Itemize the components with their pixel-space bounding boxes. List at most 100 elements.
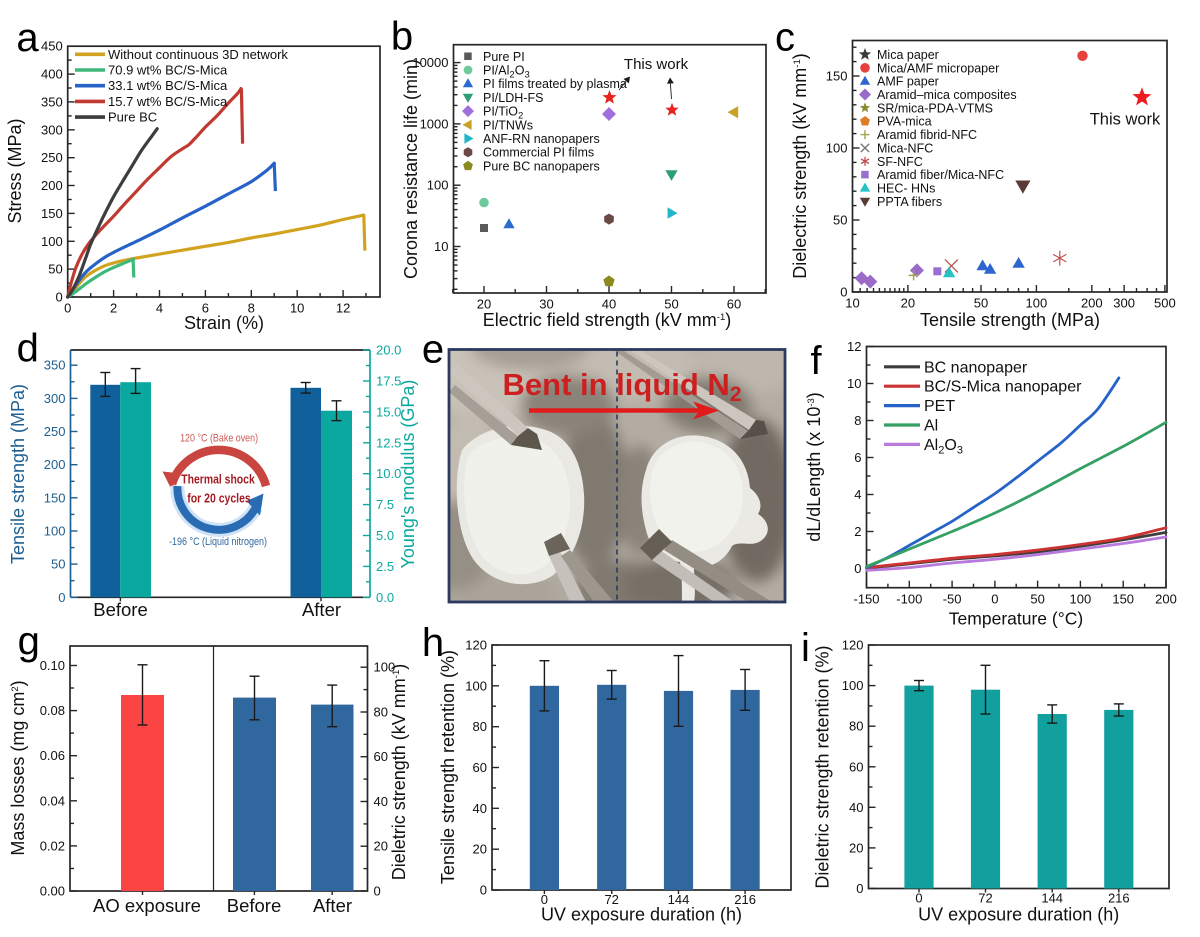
svg-text:72: 72: [604, 892, 618, 907]
svg-text:200: 200: [1081, 296, 1103, 311]
svg-text:f: f: [810, 339, 822, 383]
svg-text:200: 200: [1155, 592, 1177, 607]
svg-text:0: 0: [991, 592, 998, 607]
svg-text:0: 0: [374, 884, 381, 899]
svg-text:UV exposure duration (h): UV exposure duration (h): [918, 905, 1119, 925]
svg-text:500: 500: [1154, 296, 1176, 311]
svg-text:2: 2: [110, 301, 117, 316]
svg-text:AMF paper: AMF paper: [877, 75, 939, 89]
svg-text:400: 400: [41, 67, 63, 82]
svg-text:Commercial PI films: Commercial PI films: [483, 146, 594, 160]
svg-text:-150: -150: [853, 592, 879, 607]
svg-text:10: 10: [847, 376, 861, 391]
svg-text:144: 144: [1041, 891, 1063, 906]
svg-text:0.06: 0.06: [40, 748, 65, 763]
svg-text:AO exposure: AO exposure: [93, 895, 201, 916]
svg-text:0.08: 0.08: [40, 703, 65, 718]
svg-text:60: 60: [727, 297, 741, 312]
svg-text:216: 216: [1108, 891, 1130, 906]
svg-text:Mass losses (mg cm2): Mass losses (mg cm2): [8, 680, 28, 855]
svg-text:Mica-NFC: Mica-NFC: [877, 141, 933, 155]
svg-text:40: 40: [374, 794, 388, 809]
svg-text:100: 100: [826, 141, 848, 156]
svg-text:0.04: 0.04: [40, 793, 65, 808]
svg-text:Corona resistance life (min): Corona resistance life (min): [401, 59, 421, 279]
svg-text:100: 100: [842, 678, 864, 693]
svg-text:20: 20: [849, 840, 863, 855]
svg-text:Thermal shock: Thermal shock: [181, 473, 255, 487]
svg-text:BC/S-Mica nanopaper: BC/S-Mica nanopaper: [924, 379, 1082, 396]
svg-text:70.9 wt% BC/S-Mica: 70.9 wt% BC/S-Mica: [108, 63, 228, 78]
svg-text:After: After: [302, 599, 341, 620]
svg-text:PI/TiO2: PI/TiO2: [483, 105, 523, 122]
svg-text:50: 50: [1030, 592, 1044, 607]
svg-text:1000: 1000: [420, 116, 449, 131]
svg-text:60: 60: [473, 760, 487, 775]
svg-text:100: 100: [44, 524, 66, 539]
svg-text:-50: -50: [943, 592, 962, 607]
svg-text:for 20 cycles: for 20 cycles: [187, 492, 251, 506]
svg-text:100: 100: [1070, 592, 1092, 607]
svg-text:350: 350: [44, 358, 66, 373]
svg-text:Bent in liquid N2: Bent in liquid N2: [503, 367, 742, 406]
svg-text:12.5: 12.5: [376, 435, 401, 450]
svg-text:20: 20: [901, 296, 915, 311]
svg-text:250: 250: [44, 424, 66, 439]
svg-text:12: 12: [336, 301, 350, 316]
svg-text:15.0: 15.0: [376, 404, 401, 419]
svg-text:40: 40: [602, 297, 616, 312]
svg-text:10: 10: [845, 296, 859, 311]
svg-text:60: 60: [374, 749, 388, 764]
svg-text:50: 50: [974, 296, 988, 311]
svg-text:72: 72: [978, 891, 992, 906]
svg-text:-196 °C (Liquid nitrogen): -196 °C (Liquid nitrogen): [169, 536, 267, 548]
svg-text:100: 100: [427, 178, 449, 193]
svg-text:Dieletric strength retention (: Dieletric strength retention (%): [813, 645, 833, 888]
svg-text:Young's modulus (GPa): Young's modulus (GPa): [398, 380, 418, 569]
svg-text:BC nanopaper: BC nanopaper: [924, 359, 1028, 376]
svg-text:-100: -100: [896, 592, 922, 607]
svg-text:Mica/AMF micropaper: Mica/AMF micropaper: [877, 61, 999, 75]
svg-text:200: 200: [44, 457, 66, 472]
svg-text:8: 8: [248, 301, 255, 316]
svg-text:PI/LDH-FS: PI/LDH-FS: [483, 91, 543, 105]
svg-text:80: 80: [849, 719, 863, 734]
svg-text:144: 144: [668, 892, 690, 907]
svg-text:216: 216: [734, 892, 756, 907]
svg-text:300: 300: [44, 391, 66, 406]
svg-text:40: 40: [473, 801, 487, 816]
svg-text:Dielectric strength (kV mm-1): Dielectric strength (kV mm-1): [790, 53, 810, 279]
svg-text:60: 60: [849, 759, 863, 774]
svg-text:ANF-RN nanopapers: ANF-RN nanopapers: [483, 132, 600, 146]
svg-text:80: 80: [374, 705, 388, 720]
svg-text:250: 250: [41, 150, 63, 165]
svg-text:12: 12: [847, 339, 861, 354]
svg-text:PI/Al2O3: PI/Al2O3: [483, 64, 530, 81]
svg-text:120 °C (Bake oven): 120 °C (Bake oven): [180, 433, 258, 445]
svg-text:7.5: 7.5: [376, 497, 394, 512]
svg-text:PI/TNWs: PI/TNWs: [483, 118, 533, 132]
svg-text:50: 50: [664, 297, 678, 312]
svg-text:300: 300: [41, 122, 63, 137]
svg-text:80: 80: [473, 719, 487, 734]
svg-text:Tensile strength retention (%): Tensile strength retention (%): [438, 650, 458, 884]
svg-text:150: 150: [41, 206, 63, 221]
svg-text:Al2O3: Al2O3: [924, 437, 963, 457]
svg-text:6: 6: [854, 450, 861, 465]
svg-text:Pure PI: Pure PI: [483, 50, 525, 64]
svg-text:Aramid–mica composites: Aramid–mica composites: [877, 88, 1017, 102]
svg-text:Dieletric strength (kV mm-1): Dieletric strength (kV mm-1): [389, 664, 409, 881]
svg-text:d: d: [17, 327, 39, 371]
svg-text:e: e: [422, 328, 444, 372]
svg-text:50: 50: [51, 557, 65, 572]
svg-text:PET: PET: [924, 398, 955, 415]
svg-text:Before: Before: [227, 895, 282, 916]
svg-text:50: 50: [48, 262, 62, 277]
svg-text:HEC- HNs: HEC- HNs: [877, 182, 935, 196]
svg-text:This work: This work: [624, 56, 689, 73]
svg-text:Aramid fiber/Mica-NFC: Aramid fiber/Mica-NFC: [877, 168, 1004, 182]
svg-text:4: 4: [156, 301, 163, 316]
svg-text:0: 0: [480, 883, 487, 898]
svg-text:0.10: 0.10: [40, 658, 65, 673]
svg-text:6: 6: [202, 301, 209, 316]
